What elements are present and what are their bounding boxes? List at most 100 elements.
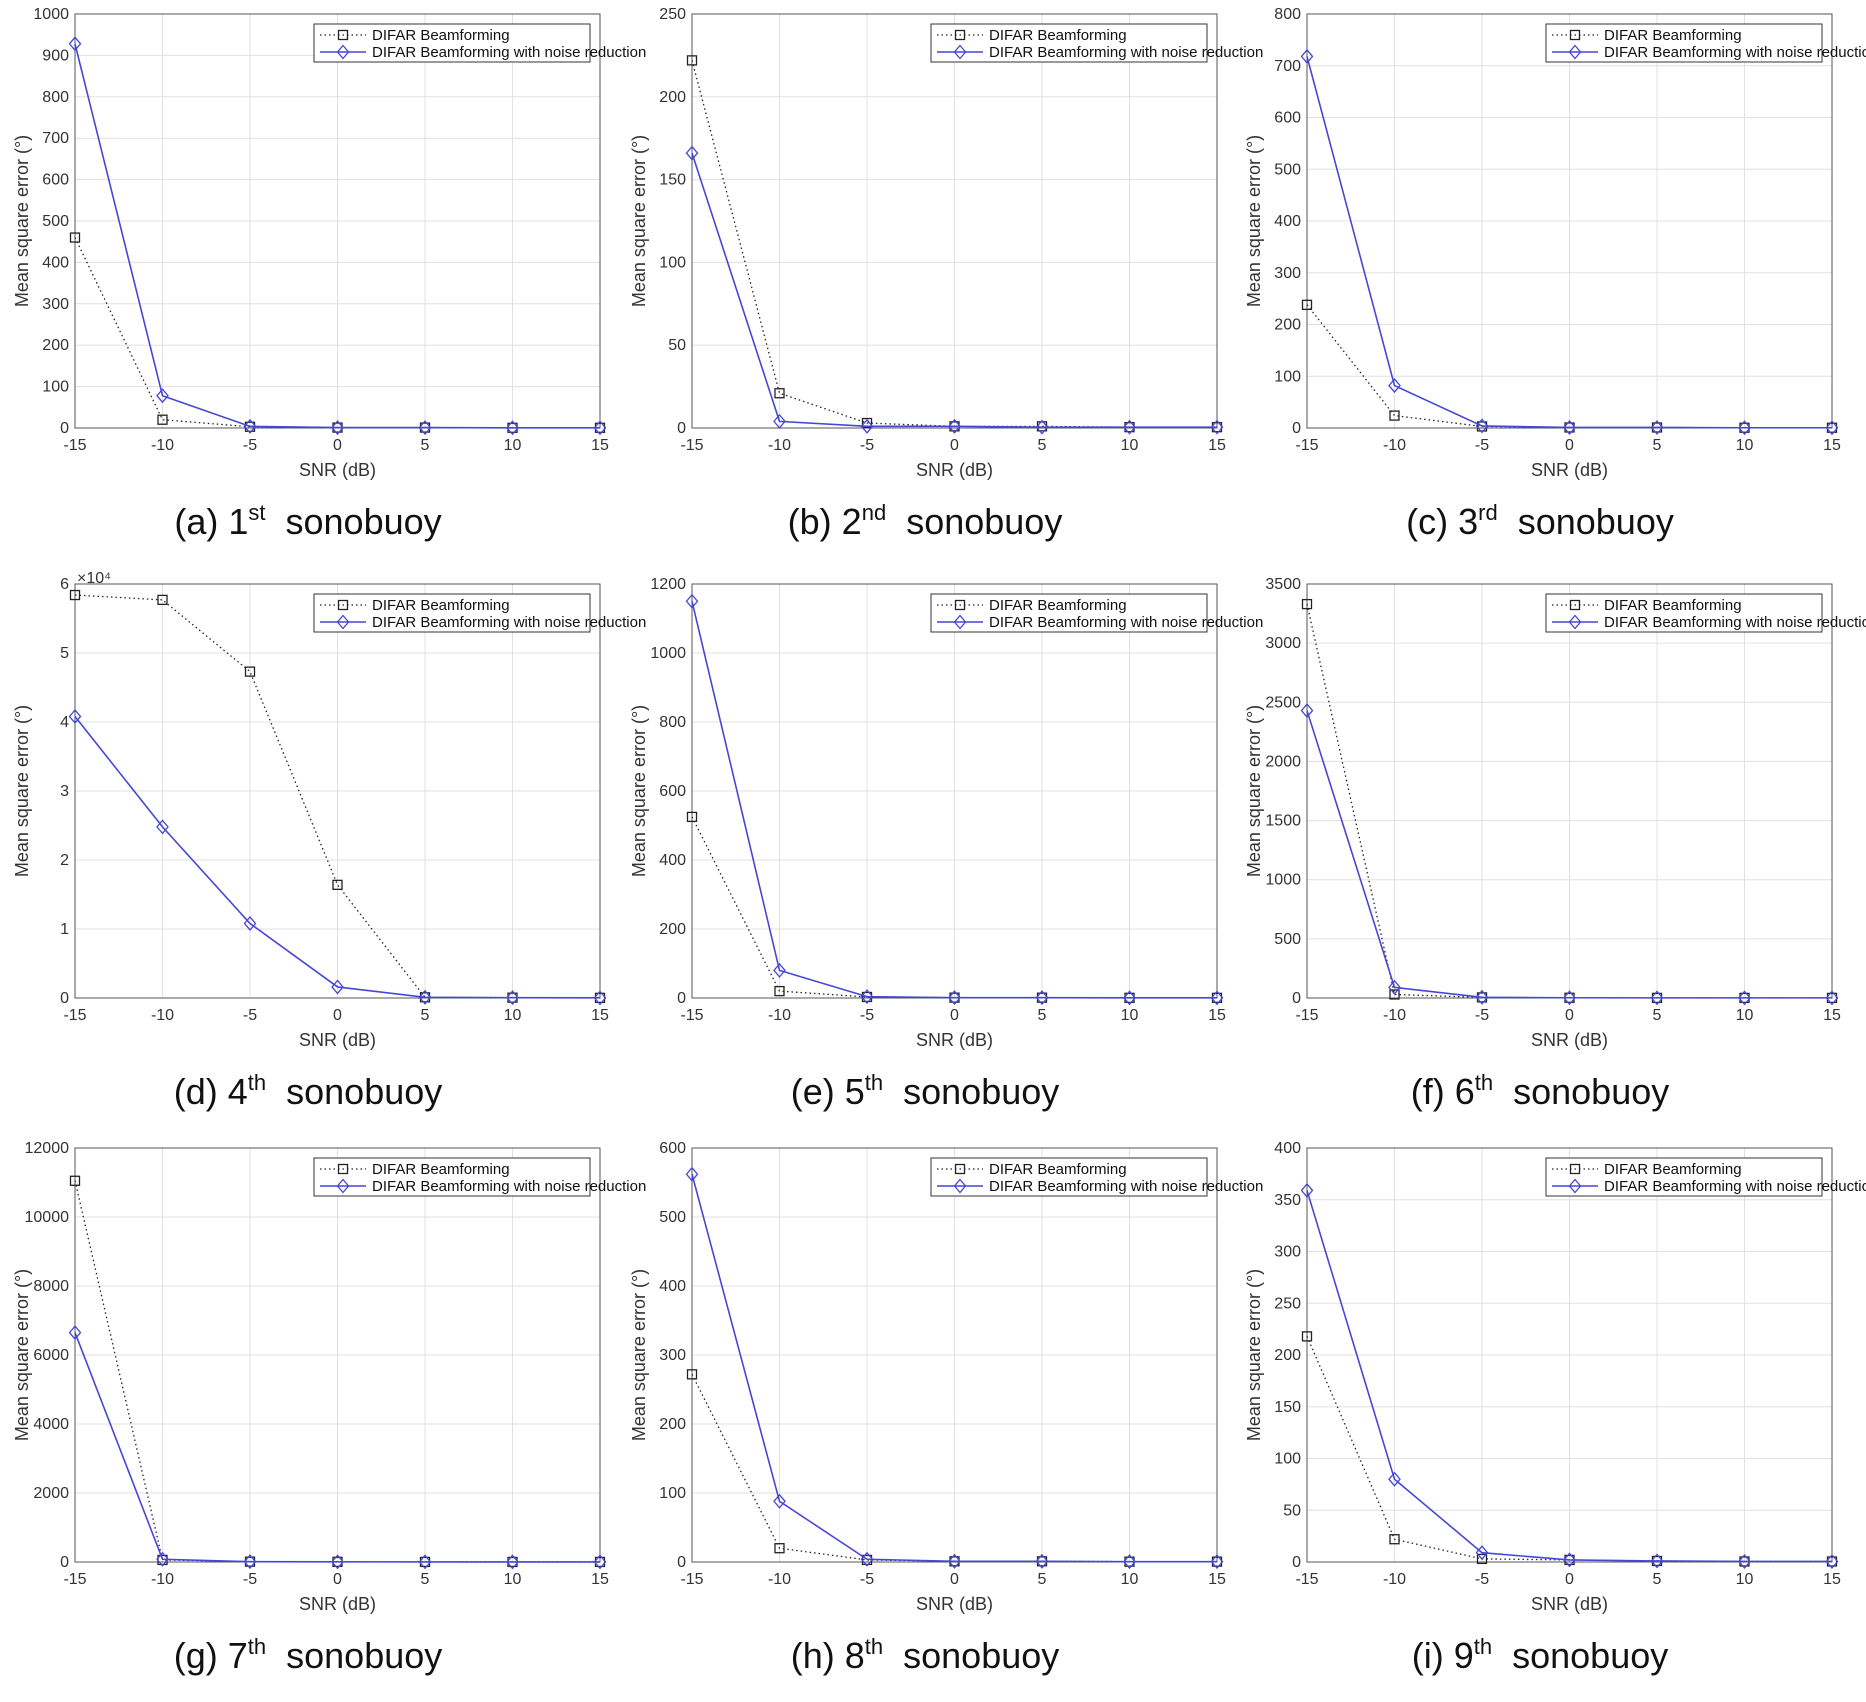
y-axis-label: Mean square error (°) <box>629 135 649 307</box>
data-point <box>1825 420 1839 436</box>
series-difar-noise-reduction <box>1300 1182 1839 1569</box>
axes-frame <box>74 583 601 999</box>
x-tick-label: 5 <box>1038 1571 1047 1588</box>
x-tick-label: -10 <box>1383 1571 1406 1588</box>
y-tick-label: 1200 <box>650 576 686 593</box>
x-tick-label: -15 <box>63 1007 86 1024</box>
y-axis-label: Mean square error (°) <box>12 705 32 877</box>
x-tick-label: 15 <box>1208 1571 1226 1588</box>
data-point <box>860 989 874 1005</box>
data-point <box>685 593 699 609</box>
data-point <box>773 413 786 429</box>
data-point <box>774 1543 785 1554</box>
y-tick-label: 6 <box>60 576 69 593</box>
x-tick-label: -15 <box>63 437 86 454</box>
x-tick-label: -15 <box>1295 1571 1318 1588</box>
legend-box <box>1545 1157 1823 1197</box>
x-tick-label: -10 <box>768 437 791 454</box>
legend-label: DIFAR Beamforming with noise reduction <box>1604 44 1866 61</box>
caption-word: sonobuoy <box>1493 1071 1670 1112</box>
x-tick-label: 10 <box>1736 1007 1754 1024</box>
y-tick-label: 0 <box>1292 1554 1301 1571</box>
data-point <box>1388 979 1401 995</box>
chart-caption: (d) 4th sonobuoy <box>8 1070 608 1113</box>
chart-panel-6: -15 -10 -5 0 5 10 15 0 500 1000 1500 2000 2500 3000 35… <box>1240 576 1866 1138</box>
y-tick-label: 500 <box>1274 931 1301 948</box>
line-chart: -15 -10 -5 0 5 10 15 0 1 2 3 4 5 6 ×10⁴ SNR (dB) Mean sq… <box>12 570 646 1050</box>
legend-label: DIFAR Beamforming with noise reduction <box>1604 614 1866 631</box>
x-tick-label: -5 <box>243 1007 257 1024</box>
x-tick-label: -15 <box>1295 437 1318 454</box>
chart-panel-7: -15 -10 -5 0 5 10 15 0 2000 4000 6000 8000 10000 1200… <box>8 1140 646 1702</box>
series-difar-noise-reduction <box>685 1166 1224 1570</box>
series-difar-noise-reduction <box>1300 703 1839 1006</box>
x-tick-label: 0 <box>333 437 342 454</box>
x-axis-label: SNR (dB) <box>299 1030 376 1050</box>
legend-label: DIFAR Beamforming <box>1604 27 1742 44</box>
legend-label: DIFAR Beamforming with noise reduction <box>989 614 1263 631</box>
caption-ordinal-suffix: th <box>247 1070 267 1095</box>
line-chart: -15 -10 -5 0 5 10 15 0 2000 4000 6000 8000 10000 1200… <box>12 1140 646 1614</box>
y-tick-label: 500 <box>42 213 69 230</box>
y-tick-label: 600 <box>659 1140 686 1157</box>
x-tick-label: 5 <box>1038 1007 1047 1024</box>
y-tick-label: 400 <box>659 1278 686 1295</box>
chart-caption: (c) 3rd sonobuoy <box>1240 500 1840 543</box>
y-axis-label: Mean square error (°) <box>629 705 649 877</box>
x-tick-label: 0 <box>950 437 959 454</box>
x-tick-label: 10 <box>1121 437 1139 454</box>
data-point <box>331 1554 344 1570</box>
data-point <box>69 1175 81 1186</box>
series-line <box>74 715 601 999</box>
x-tick-label: -15 <box>680 1571 703 1588</box>
series-line <box>74 43 600 429</box>
data-point <box>1389 1534 1400 1545</box>
caption-ordinal-suffix: th <box>247 1634 267 1659</box>
data-point <box>69 232 81 243</box>
y-tick-label: 800 <box>42 89 69 106</box>
x-tick-label: -5 <box>860 1571 874 1588</box>
chart-caption: (b) 2nd sonobuoy <box>625 500 1225 543</box>
legend-marker <box>1569 29 1581 41</box>
data-point <box>593 990 607 1006</box>
chart-grid: -15 -10 -5 0 5 10 15 0 100 200 300 400 500 600 700 800 9… <box>8 6 1866 1676</box>
legend-marker <box>336 44 350 60</box>
y-tick-label: 250 <box>1274 1295 1301 1312</box>
data-point <box>1301 1331 1313 1342</box>
y-tick-label: 2 <box>60 852 69 869</box>
y-tick-label: 300 <box>42 296 69 313</box>
caption-prefix: (h) <box>790 1635 845 1676</box>
series-line <box>1306 1336 1832 1563</box>
caption-ordinal: 2 <box>841 501 862 542</box>
y-tick-label: 150 <box>659 172 686 189</box>
caption-ordinal: 8 <box>844 1635 865 1676</box>
chart-panel-1: -15 -10 -5 0 5 10 15 0 100 200 300 400 500 600 700 800 9… <box>8 6 646 568</box>
x-tick-label: 0 <box>333 1007 342 1024</box>
caption-word: sonobuoy <box>883 1635 1060 1676</box>
data-point <box>1123 419 1136 435</box>
x-tick-label: 10 <box>1736 437 1754 454</box>
legend-marker <box>1568 1178 1582 1194</box>
data-point <box>686 811 698 823</box>
y-tick-label: 0 <box>677 1554 686 1571</box>
y-tick-label: 800 <box>659 714 686 731</box>
caption-word: sonobuoy <box>265 501 442 542</box>
y-tick-label: 0 <box>1292 420 1301 437</box>
caption-ordinal-suffix: rd <box>1478 500 1498 525</box>
caption-word: sonobuoy <box>886 501 1063 542</box>
x-tick-label: 5 <box>421 1007 430 1024</box>
chart-caption: (f) 6th sonobuoy <box>1240 1070 1840 1113</box>
data-point <box>686 1369 698 1380</box>
data-point <box>1563 419 1576 435</box>
x-tick-label: 15 <box>591 1007 609 1024</box>
data-point <box>68 36 82 52</box>
y-tick-label: 100 <box>659 254 686 271</box>
x-tick-label: -5 <box>243 1571 257 1588</box>
x-tick-label: -15 <box>680 437 703 454</box>
caption-prefix: (g) <box>173 1635 228 1676</box>
x-tick-label: 5 <box>1653 1571 1662 1588</box>
legend-marker <box>337 29 349 41</box>
